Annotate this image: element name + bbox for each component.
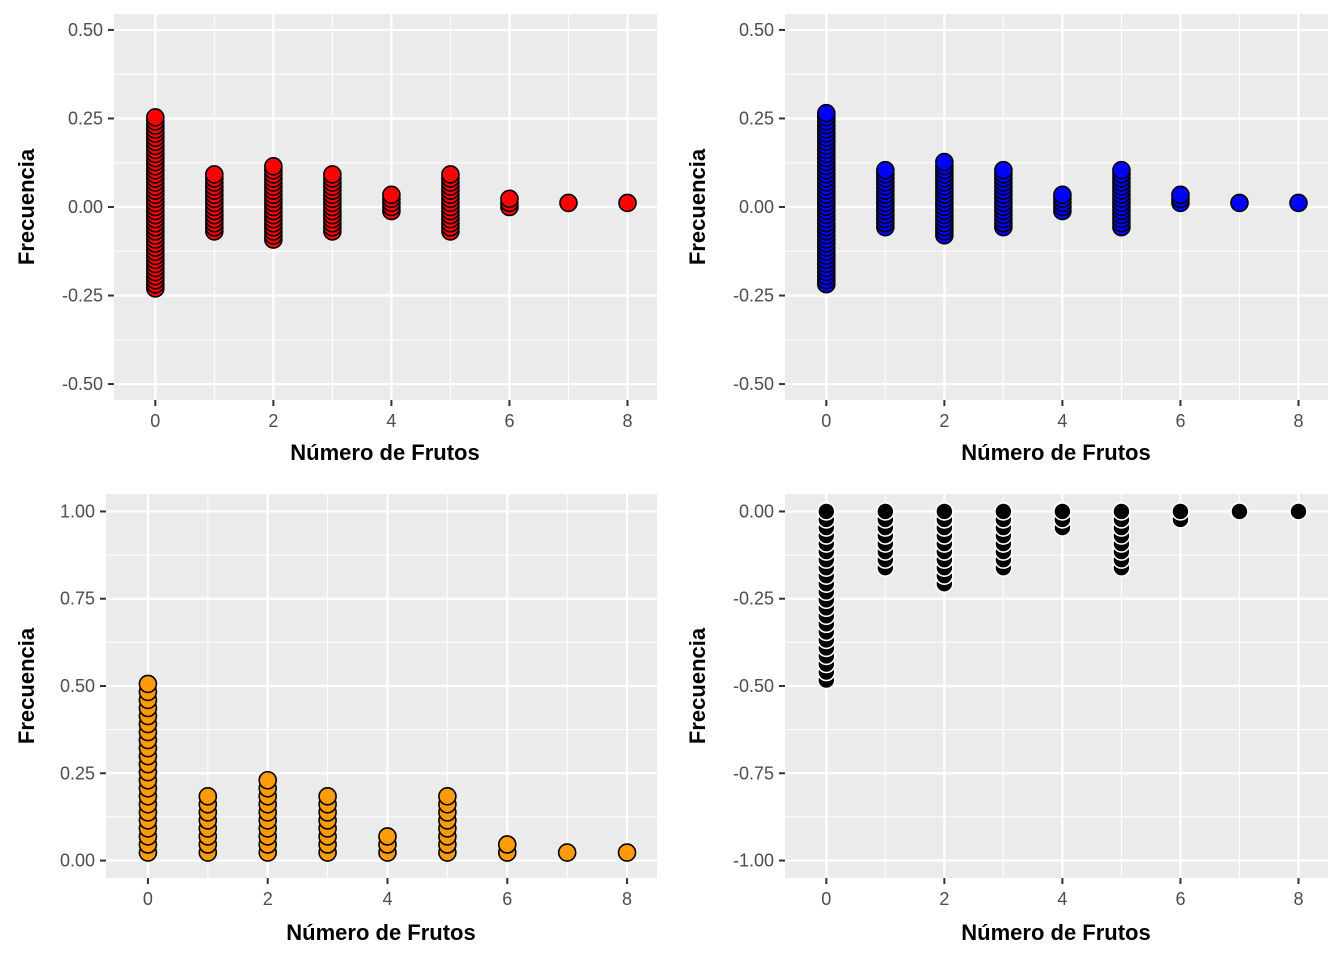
y-tick-label: 0.00 bbox=[60, 851, 95, 871]
data-point bbox=[1289, 502, 1308, 521]
data-point bbox=[264, 156, 283, 176]
y-tick-label: 0.00 bbox=[739, 501, 774, 521]
data-point bbox=[378, 827, 397, 846]
y-tick-label: 0.25 bbox=[68, 108, 103, 128]
x-tick-label: 0 bbox=[150, 411, 160, 431]
x-axis-title: Número de Frutos bbox=[961, 920, 1150, 945]
data-point bbox=[441, 165, 460, 184]
panel-bottom-right: 0 2 4 6 8 -1.00 -0.75 -0.50 -0.25 0.00 Número de F… bbox=[685, 494, 1328, 945]
data-point bbox=[617, 843, 637, 862]
y-tick-label: 0.50 bbox=[739, 20, 774, 40]
x-tick-label: 6 bbox=[502, 889, 512, 909]
data-point bbox=[559, 193, 578, 213]
x-axis-title: Número de Frutos bbox=[286, 920, 475, 945]
y-tick-label: 0.75 bbox=[60, 589, 95, 609]
data-point bbox=[1171, 502, 1190, 521]
x-tick-label: 6 bbox=[1175, 889, 1185, 909]
data-point bbox=[146, 108, 165, 127]
y-tick-label: 0.25 bbox=[739, 108, 774, 128]
y-tick-label: 0.25 bbox=[60, 763, 95, 783]
panel-top-right: 0 2 4 6 8 -0.50 -0.25 0.00 0.25 0.50 Número de Fru… bbox=[685, 14, 1328, 465]
y-tick-label: -0.50 bbox=[733, 676, 774, 696]
x-tick-label: 2 bbox=[939, 411, 949, 431]
y-tick-label: 0.50 bbox=[60, 676, 95, 696]
y-tick-label: 0.00 bbox=[739, 197, 774, 217]
data-point bbox=[1230, 193, 1249, 213]
data-point bbox=[876, 502, 895, 521]
x-tick-label: 8 bbox=[1293, 411, 1303, 431]
y-axis-title: Frecuencia bbox=[685, 148, 710, 265]
data-point bbox=[876, 160, 895, 180]
y-axis-title: Frecuencia bbox=[14, 148, 39, 265]
x-axis-title: Número de Frutos bbox=[290, 440, 479, 465]
y-axis-title: Frecuencia bbox=[685, 627, 710, 744]
x-tick-label: 4 bbox=[382, 889, 392, 909]
x-tick-label: 2 bbox=[263, 889, 273, 909]
data-point bbox=[618, 193, 637, 213]
y-tick-label: -0.25 bbox=[62, 286, 103, 306]
data-point bbox=[323, 165, 342, 184]
data-point bbox=[500, 189, 519, 209]
y-tick-label: 1.00 bbox=[60, 501, 95, 521]
data-point bbox=[318, 787, 337, 806]
x-tick-label: 0 bbox=[821, 411, 831, 431]
y-tick-label: -0.50 bbox=[62, 374, 103, 394]
x-tick-label: 6 bbox=[1175, 411, 1185, 431]
x-tick-label: 8 bbox=[622, 889, 632, 909]
x-tick-label: 8 bbox=[622, 411, 632, 431]
x-tick-label: 6 bbox=[504, 411, 514, 431]
x-tick-label: 4 bbox=[1057, 889, 1067, 909]
data-point bbox=[817, 103, 836, 123]
data-point bbox=[935, 152, 954, 172]
data-point bbox=[1053, 185, 1072, 205]
panel-bottom-left: 0 2 4 6 8 0.00 0.25 0.50 0.75 1.00 Número de Fruto… bbox=[14, 494, 657, 945]
data-point bbox=[1112, 160, 1131, 180]
data-point bbox=[935, 502, 954, 521]
y-tick-label: -1.00 bbox=[733, 851, 774, 871]
y-tick-label: 0.00 bbox=[68, 197, 103, 217]
x-tick-label: 2 bbox=[268, 411, 278, 431]
data-point bbox=[497, 835, 517, 854]
data-point bbox=[258, 770, 278, 790]
x-tick-label: 4 bbox=[386, 411, 396, 431]
data-point bbox=[994, 160, 1013, 180]
data-point bbox=[1171, 185, 1190, 205]
data-point bbox=[817, 502, 836, 521]
panel-top-left: 0 2 4 6 8 -0.50 -0.25 0.00 0.25 0.50 Número de Fru… bbox=[14, 14, 657, 465]
data-point bbox=[994, 502, 1013, 521]
data-point bbox=[1289, 193, 1308, 213]
y-tick-label: -0.75 bbox=[733, 763, 774, 783]
x-tick-label: 0 bbox=[821, 889, 831, 909]
y-tick-label: 0.50 bbox=[68, 20, 103, 40]
data-point bbox=[138, 674, 158, 694]
data-point bbox=[198, 787, 218, 806]
data-point bbox=[1230, 502, 1249, 521]
x-axis-title: Número de Frutos bbox=[961, 440, 1150, 465]
y-tick-label: -0.50 bbox=[733, 374, 774, 394]
y-tick-label: -0.25 bbox=[733, 286, 774, 306]
x-tick-label: 8 bbox=[1293, 889, 1303, 909]
data-point bbox=[1112, 502, 1131, 521]
x-tick-label: 2 bbox=[939, 889, 949, 909]
data-point bbox=[205, 165, 224, 184]
data-point bbox=[382, 185, 401, 205]
x-tick-label: 0 bbox=[143, 889, 153, 909]
y-tick-label: -0.25 bbox=[733, 589, 774, 609]
data-point bbox=[438, 787, 457, 806]
data-point bbox=[1053, 502, 1072, 521]
x-tick-label: 4 bbox=[1057, 411, 1067, 431]
data-point bbox=[557, 843, 577, 862]
y-axis-title: Frecuencia bbox=[14, 627, 39, 744]
